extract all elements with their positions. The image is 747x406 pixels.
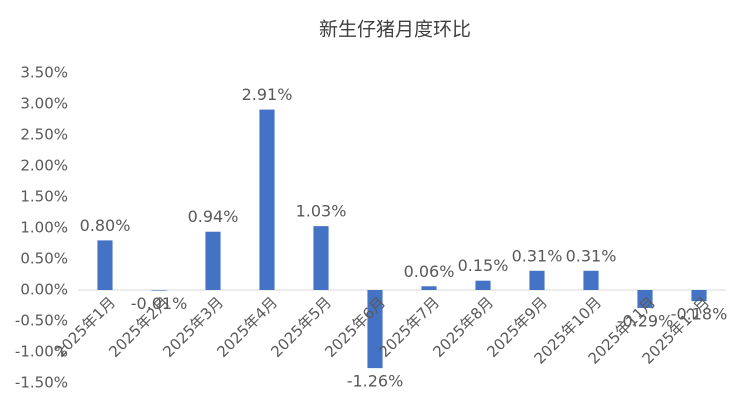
y-tick-label: 3.50% [20,64,68,82]
bar [475,280,491,290]
value-label: -0.01% [131,294,188,313]
bar [583,270,599,290]
y-tick-label: 1.50% [20,188,68,206]
value-label: -0.18% [671,305,728,324]
value-label: 0.94% [188,207,239,226]
y-tick-label: 2.50% [20,126,68,144]
y-tick-label: -1.00% [15,343,68,361]
value-label: 0.06% [404,262,455,281]
bar [259,109,275,290]
bar [367,290,383,369]
y-tick-label: -0.50% [15,312,68,330]
value-label: 0.31% [566,246,617,265]
bar [529,270,545,290]
bar [691,290,707,302]
y-tick-label: 0.00% [20,281,68,299]
bar [421,286,437,290]
value-label: 0.31% [512,246,563,265]
bar [637,290,653,308]
value-label: 2.91% [242,85,293,104]
y-tick-label: 2.00% [20,157,68,175]
bar [151,290,167,291]
chart-title: 新生仔猪月度环比 [319,19,471,41]
value-label: 0.15% [458,256,509,275]
bar [205,231,221,290]
bar [97,240,113,290]
value-label: 1.03% [296,202,347,221]
y-tick-label: 3.00% [20,95,68,113]
y-tick-label: -1.50% [15,374,68,392]
value-label: 0.80% [80,216,131,235]
value-label: -1.26% [347,372,404,391]
value-label: -0.29% [617,311,674,330]
bar [313,226,329,290]
y-tick-label: 1.00% [20,219,68,237]
y-tick-label: 0.50% [20,250,68,268]
